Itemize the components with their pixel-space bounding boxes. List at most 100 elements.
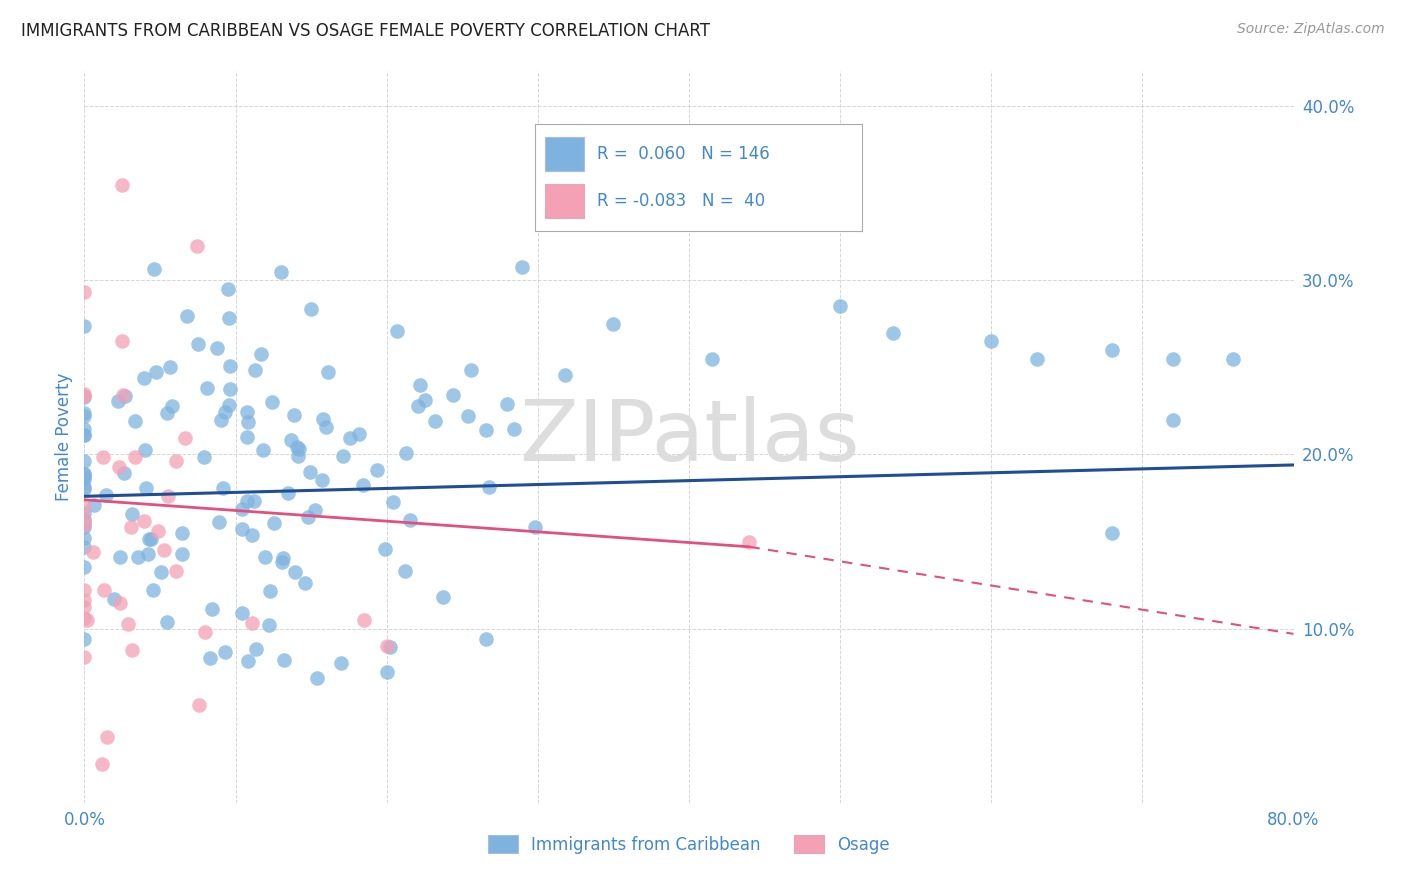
Point: [124, 413, 146, 427]
Point: [240, 528, 263, 542]
Point: [73, 406, 96, 420]
Point: [460, 363, 482, 377]
Point: [700, 351, 723, 366]
Point: [176, 309, 198, 323]
Point: [73, 517, 96, 532]
Point: [73, 512, 96, 526]
Point: [73, 467, 96, 482]
Point: [1101, 525, 1123, 540]
Point: [94, 488, 117, 502]
Point: [280, 433, 302, 447]
Point: [231, 607, 253, 621]
Point: [165, 454, 187, 468]
Point: [311, 474, 333, 488]
FancyBboxPatch shape: [546, 184, 585, 218]
Point: [259, 583, 281, 598]
Point: [236, 416, 259, 430]
Point: [512, 260, 534, 274]
Point: [157, 489, 180, 503]
Point: [312, 412, 335, 426]
Point: [260, 395, 283, 409]
Point: [374, 542, 396, 557]
Point: [73, 386, 96, 401]
Point: [523, 520, 546, 534]
Point: [127, 550, 149, 565]
Point: [408, 378, 430, 392]
Point: [73, 470, 96, 484]
Point: [201, 602, 224, 616]
Point: [395, 446, 418, 460]
Point: [73, 409, 96, 424]
Point: [1025, 351, 1047, 366]
Point: [96, 730, 118, 744]
Point: [502, 422, 524, 436]
Point: [111, 334, 134, 349]
Point: [1222, 351, 1244, 366]
Point: [136, 547, 159, 561]
Point: [108, 549, 131, 564]
Point: [153, 543, 176, 558]
Point: [73, 506, 96, 520]
Point: [252, 442, 274, 457]
Point: [432, 590, 454, 604]
Point: [73, 599, 96, 614]
Point: [214, 645, 236, 659]
Text: R = -0.083   N =  40: R = -0.083 N = 40: [598, 192, 766, 210]
Point: [307, 671, 329, 685]
Point: [277, 486, 299, 500]
Point: [406, 399, 429, 413]
Point: [441, 388, 464, 402]
Point: [194, 625, 217, 640]
Point: [91, 450, 114, 464]
Point: [297, 509, 319, 524]
Point: [253, 549, 276, 564]
Point: [235, 494, 257, 508]
Point: [156, 615, 179, 629]
Point: [73, 389, 96, 403]
Point: [382, 494, 405, 508]
Point: [474, 632, 496, 646]
Point: [257, 618, 280, 632]
Point: [399, 512, 422, 526]
Point: [1161, 351, 1184, 366]
Point: [73, 318, 96, 333]
Point: [231, 522, 253, 536]
Text: IMMIGRANTS FROM CARIBBEAN VS OSAGE FEMALE POVERTY CORRELATION CHART: IMMIGRANTS FROM CARIBBEAN VS OSAGE FEMAL…: [21, 22, 710, 40]
Point: [271, 551, 294, 566]
Point: [188, 698, 211, 713]
Point: [385, 324, 408, 338]
Point: [73, 454, 96, 468]
Point: [170, 547, 193, 561]
Point: [285, 440, 308, 454]
Point: [347, 426, 370, 441]
Point: [73, 532, 96, 546]
Point: [108, 596, 131, 610]
Point: [73, 650, 96, 665]
Point: [287, 450, 309, 464]
Point: [236, 654, 259, 668]
Point: [156, 406, 179, 420]
Text: Source: ZipAtlas.com: Source: ZipAtlas.com: [1237, 22, 1385, 37]
Point: [93, 582, 115, 597]
Point: [366, 463, 388, 477]
Point: [353, 613, 375, 627]
Point: [298, 465, 321, 479]
Point: [243, 493, 266, 508]
Point: [76, 614, 98, 628]
Point: [980, 334, 1002, 349]
Y-axis label: Female Poverty: Female Poverty: [55, 373, 73, 501]
Point: [117, 617, 139, 632]
Point: [284, 565, 307, 579]
Point: [124, 450, 146, 464]
Point: [394, 564, 416, 578]
Point: [73, 519, 96, 533]
Point: [112, 388, 135, 402]
Point: [413, 392, 436, 407]
Point: [73, 428, 96, 442]
Point: [73, 500, 96, 514]
Point: [73, 593, 96, 607]
Point: [160, 399, 183, 413]
Point: [301, 301, 323, 316]
Point: [73, 480, 96, 494]
Point: [270, 265, 292, 279]
